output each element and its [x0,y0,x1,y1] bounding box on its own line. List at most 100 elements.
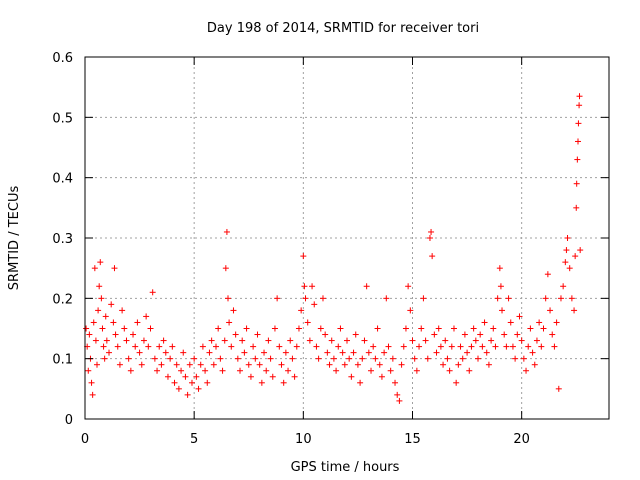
data-point [263,367,270,374]
data-point [306,337,313,344]
data-point [344,337,350,344]
data-point [247,373,254,380]
data-point [213,343,219,350]
data-point [85,367,92,374]
data-point [145,343,152,350]
x-tick-label: 15 [404,432,421,447]
data-point [97,259,104,266]
data-point [529,349,536,356]
data-point [455,361,462,368]
y-axis-label: SRMTID / TECUs [7,186,22,291]
data-point [127,367,134,374]
data-point [140,337,147,344]
data-point [547,307,554,314]
data-point [119,307,126,314]
data-point [167,355,174,362]
data-point [503,343,510,350]
data-point [324,349,331,356]
data-point [424,355,431,362]
data-point [132,343,139,350]
data-point [566,265,573,272]
data-point [254,331,261,338]
data-point [114,343,121,350]
data-point [204,379,211,386]
data-point [317,325,324,332]
data-point [464,349,471,356]
x-tick-label: 20 [513,432,530,447]
data-point [472,337,479,344]
data-point [241,349,248,356]
data-point [304,319,311,326]
data-point [96,283,103,290]
data-point [562,259,569,266]
data-point [523,367,530,374]
data-point [245,361,252,368]
data-point [326,361,333,368]
data-point [156,343,163,350]
data-point [94,361,101,368]
data-point [221,337,228,344]
data-point [350,349,357,356]
data-point [518,337,525,344]
data-point [420,295,427,302]
data-point [184,391,191,398]
data-point [287,337,294,344]
data-point [383,295,390,302]
y-tick-label: 0.3 [52,232,73,247]
data-point [448,343,455,350]
data-point [348,373,355,380]
data-point [226,319,233,326]
data-point [560,283,567,290]
data-point [282,349,289,356]
data-point [300,253,307,260]
data-point [407,307,414,314]
data-point [354,361,361,368]
data-point [573,180,580,187]
data-point [237,367,244,374]
data-point [219,367,226,374]
data-point [267,355,274,362]
data-point [101,355,108,362]
data-point [531,361,538,368]
data-point [372,355,379,362]
data-point [429,253,436,260]
chart-title: Day 198 of 2014, SRMTID for receiver tor… [207,21,479,36]
data-point [102,313,109,320]
data-point [95,307,102,314]
data-point [577,247,584,254]
data-point [228,343,235,350]
data-point [488,337,495,344]
data-point [301,283,308,290]
data-point [280,379,287,386]
data-point [426,235,433,241]
data-point [313,343,320,350]
data-point [444,355,451,362]
data-point [396,397,403,404]
data-point [225,295,232,302]
data-point [576,102,583,109]
data-point [215,325,222,332]
data-point [116,361,123,368]
data-point [158,361,165,368]
data-point [428,228,435,235]
data-point [450,325,457,332]
data-point [108,301,115,308]
data-point [112,331,119,338]
data-point [540,325,547,332]
data-point [222,265,229,272]
data-point [123,337,130,344]
data-point [555,385,562,392]
scatter-points [83,93,584,404]
data-point [499,307,506,314]
data-point [357,379,364,386]
data-point [210,361,217,368]
data-point [130,331,137,338]
data-point [160,337,167,344]
x-tick-label: 10 [295,432,312,447]
data-point [468,343,475,350]
data-point [409,337,416,344]
data-point [557,295,564,302]
data-point [125,355,132,362]
